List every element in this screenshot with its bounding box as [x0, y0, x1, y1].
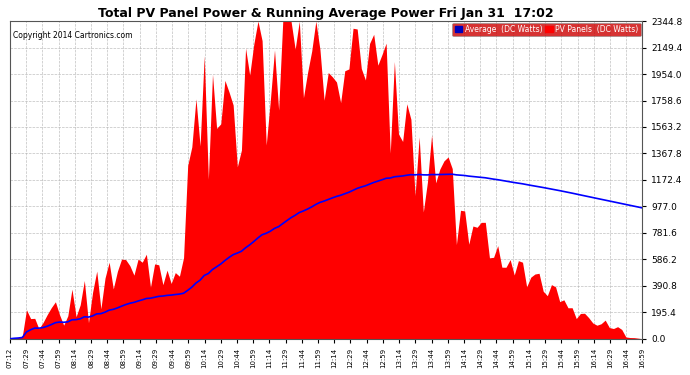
Title: Total PV Panel Power & Running Average Power Fri Jan 31  17:02: Total PV Panel Power & Running Average P… — [99, 7, 554, 20]
Legend: Average  (DC Watts), PV Panels  (DC Watts): Average (DC Watts), PV Panels (DC Watts) — [453, 22, 641, 36]
Text: Copyright 2014 Cartronics.com: Copyright 2014 Cartronics.com — [13, 31, 132, 40]
